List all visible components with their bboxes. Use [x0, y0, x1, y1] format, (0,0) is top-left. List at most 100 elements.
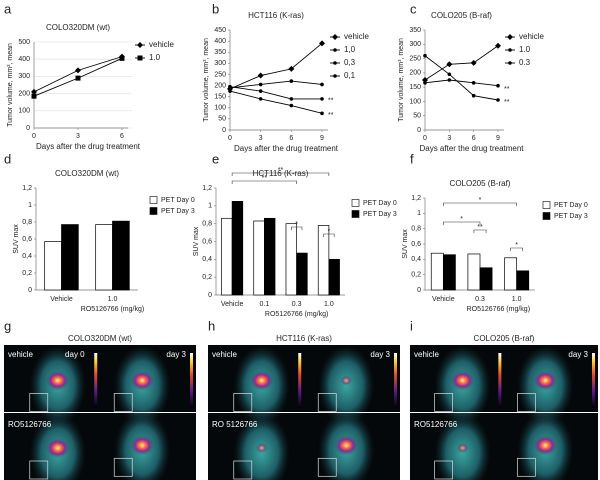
x-tick-label: 1.0 [324, 301, 334, 308]
tumor-roi [517, 457, 536, 477]
tumor-roi [317, 393, 337, 412]
y-tick-label: 100 [409, 98, 421, 105]
x-tick-label: 3 [259, 135, 263, 142]
panel-letter: g [4, 318, 11, 333]
data-point [446, 61, 453, 68]
hot-spot [130, 370, 155, 391]
bar [504, 257, 518, 291]
series-line [229, 86, 322, 100]
y-tick-label: 0,6 [202, 238, 212, 245]
significance: * [328, 228, 331, 235]
y-tick-label: 100 [214, 105, 226, 112]
legend-label: PET Day 3 [363, 211, 397, 218]
y-tick-label: 0,4 [411, 256, 421, 263]
hot-spot [255, 443, 268, 453]
y-tick-label: 150 [409, 84, 421, 91]
legend-marker [332, 34, 338, 40]
series-line [424, 45, 499, 81]
significance-bracket [473, 229, 487, 233]
legend-label: 1.0 [149, 53, 161, 62]
image-label: day 3 [166, 350, 186, 359]
data-point [447, 72, 452, 77]
tumor-roi [233, 393, 253, 412]
y-tick-label: 0 [28, 287, 32, 294]
legend-marker [137, 42, 143, 48]
legend-label: PET Day 3 [161, 208, 195, 215]
y-tick-label: 350 [409, 27, 421, 34]
chart-title: COLO205 (B-raf) [431, 11, 492, 20]
y-tick-label: 0,8 [202, 221, 212, 228]
y-axis-label: SUV max [193, 226, 200, 256]
y-tick-label: 0,4 [202, 256, 212, 263]
significance: ** [504, 99, 510, 106]
y-tick-label: 1 [28, 202, 32, 209]
x-tick-label: 0.1 [260, 301, 270, 308]
x-tick-label: 3 [76, 133, 80, 140]
series-line [229, 80, 323, 89]
significance: ** [278, 167, 284, 174]
y-tick-label: 1,2 [411, 195, 421, 202]
color-bar [498, 353, 502, 408]
bar [479, 267, 493, 291]
legend-label: 0,1 [344, 71, 356, 80]
significance: * [295, 221, 298, 228]
x-tick-label: Vehicle [432, 296, 455, 303]
legend-label: PET Day 0 [363, 200, 397, 207]
data-point [75, 67, 81, 74]
significance-bracket [291, 226, 303, 230]
data-point [258, 89, 263, 93]
legend-label: vehicle [344, 32, 369, 41]
x-tick-label: 0 [423, 135, 427, 142]
significance: ** [477, 224, 483, 231]
y-axis-label: Tumor volume, mm³, mean [7, 43, 14, 127]
y-tick-label: 0 [417, 127, 421, 134]
legend-marker [137, 55, 143, 61]
y-axis-label: Tumor volume, mm³, mean [398, 38, 405, 122]
legend-label: 0.3 [519, 58, 531, 67]
legend-swatch [149, 207, 158, 215]
data-point [257, 72, 264, 79]
y-tick-label: 200 [409, 70, 421, 77]
x-tick-label: 0.3 [292, 301, 302, 308]
image-label: day 3 [370, 350, 390, 359]
legend-label: 1.0 [519, 45, 531, 54]
y-tick-label: 1 [208, 203, 212, 210]
tumor-roi [233, 460, 253, 480]
y-tick-label: 250 [214, 71, 226, 78]
data-point [289, 97, 294, 101]
bar [44, 241, 62, 291]
x-axis-label: Days after the drug treatment [36, 142, 141, 151]
chart-title: COLO320DM (wt) [46, 23, 110, 32]
x-tick-label: 3 [447, 135, 451, 142]
bar [328, 258, 340, 296]
tumor-roi [29, 460, 49, 480]
y-tick-label: 0,6 [411, 241, 421, 248]
y-tick-label: 0,6 [22, 236, 32, 243]
significance-bracket [443, 221, 481, 225]
data-point [496, 98, 500, 102]
significance-bracket [443, 202, 517, 206]
legend-label: 0,3 [344, 58, 356, 67]
bar [61, 224, 79, 291]
panel-letter: c [410, 1, 417, 16]
x-tick-label: Vehicle [50, 296, 73, 303]
data-point [75, 75, 81, 81]
color-bar [592, 353, 595, 408]
significance: * [460, 216, 463, 223]
bar [95, 224, 113, 291]
data-point [288, 65, 295, 72]
significance: * [479, 197, 482, 204]
data-point [31, 88, 37, 95]
data-point [471, 93, 476, 98]
y-tick-label: 200 [18, 90, 30, 97]
y-tick-label: 0 [208, 292, 212, 299]
panel-letter: i [410, 318, 413, 333]
legend-marker [333, 48, 337, 52]
hot-spot [456, 443, 469, 453]
significance: ** [504, 86, 510, 93]
y-tick-label: 50 [218, 116, 226, 123]
legend-swatch [351, 199, 360, 207]
x-tick-label: 1.0 [512, 296, 522, 303]
pet-image: vehicle day 3 RO5126766 [410, 345, 598, 480]
